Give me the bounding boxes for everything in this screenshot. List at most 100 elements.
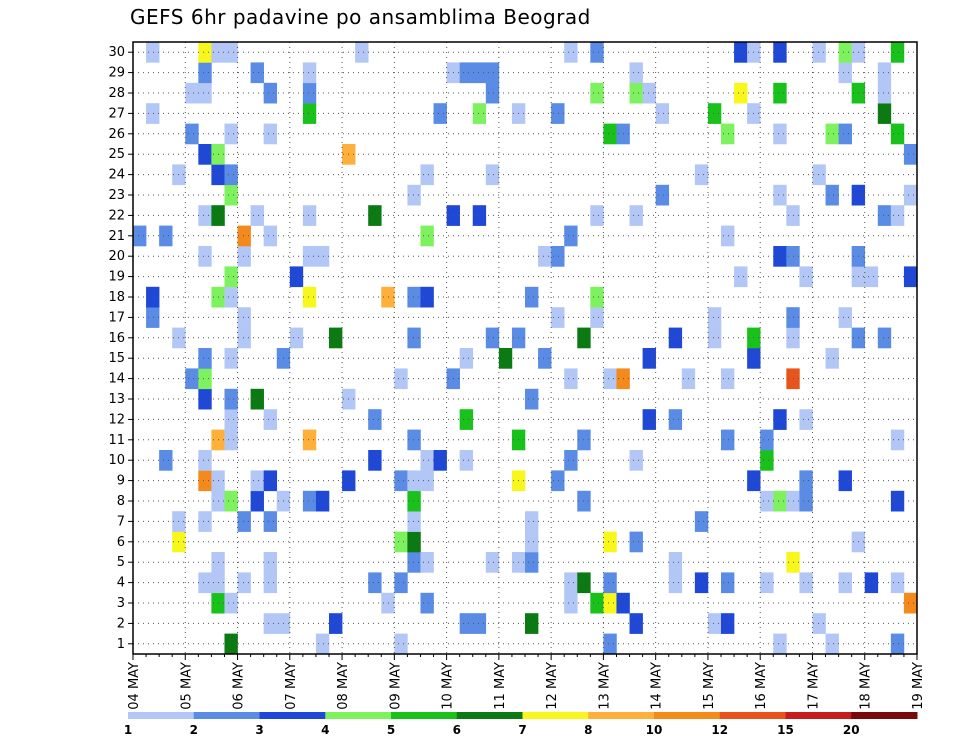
heatmap-cell	[159, 225, 173, 247]
heatmap-cell	[224, 164, 238, 186]
heatmap-cell	[263, 552, 278, 573]
heatmap-cell	[734, 42, 748, 63]
heatmap-cell	[420, 470, 434, 492]
heatmap-cell	[629, 205, 643, 226]
heatmap-cell	[302, 429, 317, 451]
heatmap-cell	[890, 490, 905, 512]
y-tick-label: 15	[108, 351, 125, 366]
x-tick-label: 16 MAY	[754, 662, 769, 710]
heatmap-cell	[485, 82, 500, 104]
heatmap-cell	[668, 409, 683, 430]
heatmap-cell	[315, 490, 330, 512]
heatmap-cell	[564, 450, 578, 471]
heatmap-cell	[146, 103, 160, 124]
x-tick-label: 12 MAY	[545, 662, 560, 710]
heatmap-cell	[355, 42, 369, 63]
heatmap-cell	[198, 246, 212, 267]
y-tick-label: 23	[108, 188, 125, 203]
heatmap-cell	[407, 184, 421, 206]
y-tick-label: 22	[108, 208, 125, 223]
heatmap-cell	[603, 572, 617, 594]
heatmap-cell	[485, 552, 500, 573]
y-tick-label: 10	[108, 453, 125, 468]
heatmap-cell	[198, 42, 212, 63]
heatmap-cell	[707, 613, 722, 634]
heatmap-cell	[773, 42, 787, 63]
x-tick-label: 09 MAY	[388, 662, 403, 710]
heatmap-cell	[773, 82, 787, 104]
grid-layer	[132, 42, 918, 654]
heatmap-cell	[890, 429, 905, 451]
heatmap-cell	[525, 613, 539, 634]
heatmap-cell	[368, 450, 382, 471]
heatmap-cell	[407, 490, 421, 512]
heatmap-cell	[890, 42, 905, 63]
y-tick-label: 30	[108, 45, 125, 60]
heatmap-cell	[224, 429, 238, 451]
y-tick-label: 27	[108, 106, 125, 121]
heatmap-cell	[198, 348, 212, 369]
heatmap-cell	[838, 572, 852, 594]
heatmap-cell	[368, 205, 382, 226]
heatmap-cell	[263, 123, 278, 145]
heatmap-cell	[890, 572, 905, 594]
heatmap-cell	[825, 184, 839, 206]
heatmap-cell	[629, 531, 643, 553]
y-tick-label: 17	[108, 310, 125, 325]
heatmap-cell	[603, 633, 617, 655]
heatmap-cell	[433, 450, 447, 471]
heatmap-cell	[838, 470, 852, 492]
heatmap-cell	[525, 531, 539, 553]
y-tick-label: 11	[108, 433, 125, 448]
heatmap-cell	[538, 246, 552, 267]
heatmap-cell	[302, 62, 317, 84]
heatmap-cell	[224, 42, 238, 63]
heatmap-cell	[407, 286, 421, 308]
legend-swatch	[719, 712, 786, 719]
heatmap-cell	[642, 82, 656, 104]
heatmap-cell	[877, 62, 892, 84]
heatmap-cell	[224, 123, 238, 145]
heatmap-cell	[198, 62, 212, 84]
heatmap-cell	[381, 286, 395, 308]
heatmap-cell	[773, 633, 787, 655]
heatmap-cell	[394, 470, 408, 492]
x-tick-label: 10 MAY	[441, 662, 456, 710]
heatmap-cell	[525, 286, 539, 308]
heatmap-cell	[185, 368, 199, 390]
heatmap-cell	[146, 307, 160, 328]
legend-label: 6	[453, 723, 461, 737]
heatmap-cell	[394, 633, 408, 655]
y-tick-label: 8	[117, 494, 125, 509]
heatmap-cell	[263, 572, 278, 594]
x-tick-label: 06 MAY	[232, 662, 247, 710]
heatmap-cell	[773, 409, 787, 430]
heatmap-cell	[629, 613, 643, 634]
heatmap-cell	[903, 144, 918, 165]
heatmap-cell	[799, 470, 813, 492]
legend-label: 5	[387, 723, 395, 737]
heatmap-cell	[564, 225, 578, 247]
heatmap-cell	[250, 388, 264, 410]
heatmap-cell	[525, 388, 539, 410]
heatmap-cell	[302, 82, 317, 104]
heatmap-cell	[721, 572, 735, 594]
heatmap-cell	[538, 348, 552, 369]
heatmap-cell	[224, 409, 238, 430]
heatmap-cell	[302, 103, 317, 124]
heatmap-cell	[564, 592, 578, 614]
legend-swatch	[588, 712, 655, 719]
heatmap-cell	[707, 103, 722, 124]
heatmap-cell	[551, 307, 565, 328]
heatmap-cell	[381, 592, 395, 614]
heatmap-cell	[603, 592, 617, 614]
heatmap-cell	[420, 450, 434, 471]
heatmap-cell	[394, 572, 408, 594]
heatmap-cell	[407, 470, 421, 492]
heatmap-cell	[198, 388, 212, 410]
heatmap-cell	[694, 572, 709, 594]
heatmap-cell	[289, 327, 304, 349]
heatmap-cell	[198, 572, 212, 594]
legend-swatch	[522, 712, 589, 719]
heatmap-cell	[237, 307, 251, 328]
